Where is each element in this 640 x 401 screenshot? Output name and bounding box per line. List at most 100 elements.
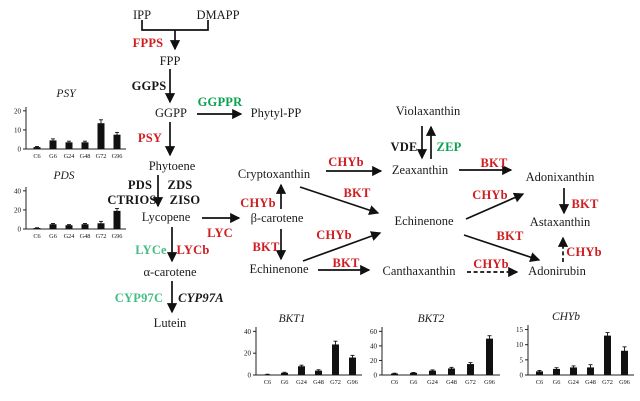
metabolite-echinenone-mid: Echinenone (394, 214, 454, 228)
pds-chart-title: PDS (53, 170, 75, 182)
metabolite-phytylpp: Phytyl-PP (250, 106, 302, 120)
metabolite-bcarotene: β-carotene (250, 211, 304, 225)
bkt2-expression-chart: 0 20 40 60 C6 G6 G24 G48 G72 G96 (370, 327, 500, 386)
metabolite-acarotene: α-carotene (143, 265, 197, 279)
enzyme-chyb-crypto-zea-label: CHYb (328, 155, 364, 169)
metabolite-lycopene: Lycopene (141, 210, 191, 224)
svg-text:0: 0 (374, 372, 378, 380)
svg-text:G6: G6 (281, 379, 289, 386)
svg-text:G6: G6 (49, 233, 57, 240)
enzyme-ziso-label: ZISO (169, 193, 201, 207)
svg-text:15: 15 (516, 326, 524, 334)
svg-text:G24: G24 (568, 379, 580, 386)
enzyme-pds-label: PDS (127, 178, 153, 192)
enzyme-ggps-label: GGPS (131, 79, 167, 93)
enzyme-lycb-label: LYCb (176, 243, 210, 257)
enzyme-bkt-adonix-astax-label: BKT (571, 197, 599, 211)
svg-text:C6: C6 (33, 233, 40, 240)
svg-text:20: 20 (14, 206, 22, 214)
svg-text:G96: G96 (347, 379, 358, 386)
enzyme-lyc-label: LYC (207, 226, 233, 240)
metabolite-echinenone-left: Echinenone (249, 262, 309, 276)
enzyme-bkt-echin-cantha-label: BKT (332, 256, 360, 270)
metabolite-adonixanthin: Adonixanthin (525, 170, 595, 184)
enzyme-vde-label: VDE (390, 140, 418, 154)
enzyme-bkt-echin-adonirubin-label: BKT (496, 229, 524, 243)
svg-text:G24: G24 (296, 379, 308, 386)
svg-text:20: 20 (14, 107, 22, 115)
svg-text:20: 20 (244, 350, 252, 358)
svg-text:G72: G72 (602, 379, 613, 386)
svg-text:G72: G72 (96, 153, 107, 160)
enzyme-bkt-beta-echin-label: BKT (252, 240, 280, 254)
enzyme-psy-label: PSY (137, 131, 163, 145)
svg-text:C6: C6 (536, 379, 543, 386)
enzyme-chyb-beta-crypto-label: CHYb (240, 196, 276, 210)
metabolite-fpp: FPP (159, 54, 181, 68)
enzyme-cyp97a-label: CYP97A (178, 291, 224, 305)
svg-text:G96: G96 (112, 233, 123, 240)
enzyme-lyce-label: LYCe (135, 243, 167, 257)
svg-text:G6: G6 (553, 379, 561, 386)
svg-text:0: 0 (18, 146, 22, 154)
svg-text:G96: G96 (112, 153, 123, 160)
svg-text:10: 10 (14, 126, 22, 134)
svg-text:40: 40 (244, 328, 252, 336)
svg-text:G72: G72 (465, 379, 476, 386)
enzyme-ctrios-label: CTRIOS (107, 193, 157, 207)
svg-text:0: 0 (248, 372, 252, 380)
svg-text:G6: G6 (49, 153, 57, 160)
metabolite-cryptoxanthin: Cryptoxanthin (237, 167, 311, 181)
svg-text:G6: G6 (410, 379, 418, 386)
metabolite-zeaxanthin: Zeaxanthin (391, 163, 449, 177)
metabolite-lutein: Lutein (153, 316, 187, 330)
svg-text:G24: G24 (64, 233, 76, 240)
svg-text:0: 0 (520, 372, 524, 380)
metabolite-dmapp: DMAPP (196, 8, 240, 22)
svg-text:40: 40 (14, 187, 22, 195)
svg-text:G48: G48 (446, 379, 457, 386)
metabolite-canthaxanthin: Canthaxanthin (382, 264, 456, 278)
enzyme-chyb-cantha-adonirubin-label: CHYb (473, 257, 509, 271)
svg-text:C6: C6 (264, 379, 271, 386)
metabolite-ipp: IPP (132, 8, 152, 22)
svg-text:G96: G96 (619, 379, 630, 386)
metabolite-adonirubin: Adonirubin (528, 264, 586, 278)
svg-text:5: 5 (520, 356, 524, 364)
svg-text:G48: G48 (80, 233, 91, 240)
enzyme-cyp97c-label: CYP97C (114, 291, 164, 305)
svg-text:C6: C6 (33, 153, 40, 160)
svg-text:G96: G96 (484, 379, 495, 386)
chyb-chart-title: CHYb (551, 311, 581, 323)
bkt1-chart-title: BKT1 (278, 313, 306, 325)
bkt1-expression-chart: 0 20 40 C6 G6 G24 G48 G72 G96 (244, 327, 362, 386)
metabolite-violaxanthin: Violaxanthin (395, 104, 461, 118)
svg-text:40: 40 (370, 342, 378, 350)
svg-text:G24: G24 (427, 379, 439, 386)
svg-text:20: 20 (370, 357, 378, 365)
psy-chart-title: PSY (56, 88, 76, 100)
psy-expression-chart: 0 10 20 C6 G6 G24 G48 G72 G96 (14, 107, 126, 160)
svg-text:C6: C6 (391, 379, 398, 386)
metabolite-astaxanthin: Astaxanthin (529, 215, 591, 229)
enzyme-chyb-adonirubin-astax-label: CHYb (566, 245, 602, 259)
svg-text:10: 10 (516, 341, 524, 349)
bkt2-chart-title: BKT2 (417, 313, 445, 325)
metabolite-ggpp: GGPP (155, 106, 187, 120)
svg-text:G48: G48 (80, 153, 91, 160)
enzyme-chyb-echin-adonix-label: CHYb (472, 188, 508, 202)
enzyme-zds-label: ZDS (167, 178, 193, 192)
svg-text:G72: G72 (330, 379, 341, 386)
metabolite-phytoene: Phytoene (148, 159, 196, 173)
enzyme-zep-label: ZEP (436, 140, 462, 154)
chyb-expression-chart: 0 5 10 15 C6 G6 G24 G48 G72 G96 (516, 325, 634, 386)
pds-expression-chart: 0 20 40 C6 G6 G24 G48 G72 G96 (14, 187, 126, 240)
svg-text:G72: G72 (96, 233, 107, 240)
svg-text:G48: G48 (585, 379, 596, 386)
svg-text:0: 0 (18, 226, 22, 234)
enzyme-chyb-echin-echin-label: CHYb (316, 228, 352, 242)
enzyme-bkt-zea-adonix-label: BKT (480, 156, 508, 170)
enzyme-ggppr-label: GGPPR (197, 95, 243, 109)
svg-text:60: 60 (370, 328, 378, 336)
